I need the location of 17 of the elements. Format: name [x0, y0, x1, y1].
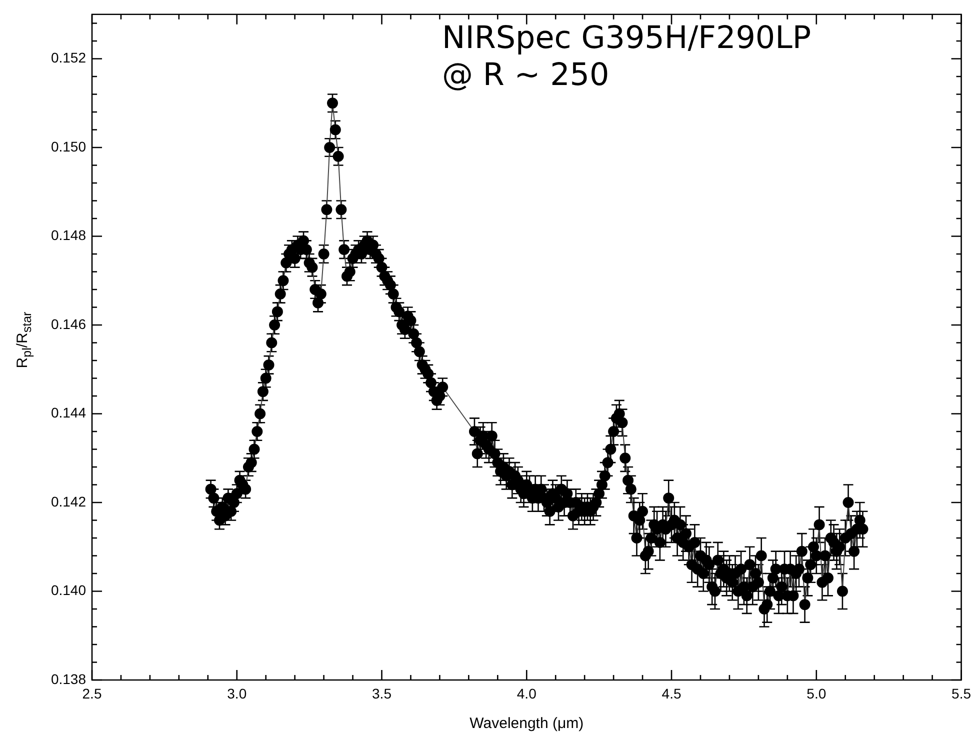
y-tick-label: 0.142 — [50, 493, 86, 510]
y-tick-label: 0.152 — [50, 50, 86, 66]
y-tick-label: 0.140 — [50, 582, 86, 598]
x-axis-title: Wavelength (μm) — [470, 715, 584, 732]
annotation: NIRSpec G395H/F290LP @ R ~ 250 — [442, 20, 812, 94]
y-tick-label: 0.138 — [50, 670, 86, 687]
x-tick-label: 5.0 — [806, 685, 826, 702]
x-tick-label: 3.0 — [227, 685, 247, 702]
x-tick-label: 4.5 — [662, 685, 682, 702]
x-tick-label: 2.5 — [82, 685, 102, 702]
y-tick-label: 0.150 — [50, 138, 86, 154]
y-tick-label: 0.146 — [50, 316, 86, 332]
x-tick-label: 5.5 — [952, 685, 972, 702]
y-tick-label: 0.144 — [50, 404, 86, 421]
y-tick-label: 0.148 — [50, 227, 86, 244]
x-tick-label: 3.5 — [372, 685, 392, 702]
x-tick-label: 4.0 — [516, 685, 537, 702]
